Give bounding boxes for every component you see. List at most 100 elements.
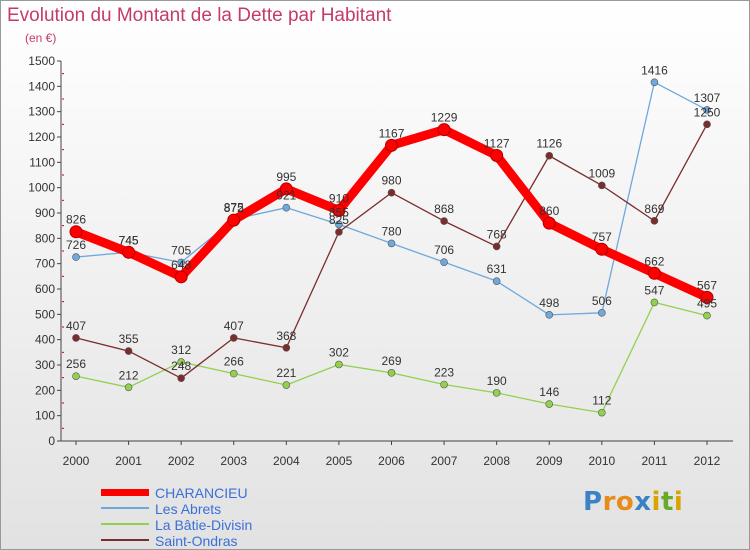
data-label: 631: [487, 262, 507, 276]
y-tick-label: 1300: [28, 105, 55, 119]
data-point: [440, 380, 448, 389]
data-label: 1126: [536, 137, 562, 151]
x-tick-label: 2002: [168, 454, 195, 468]
data-point: [282, 203, 291, 212]
data-label: 921: [276, 189, 296, 203]
logo-letter: t: [660, 487, 674, 517]
data-point: [69, 225, 83, 239]
data-point: [490, 148, 504, 162]
data-label: 768: [487, 227, 507, 241]
data-label: 868: [434, 202, 454, 216]
y-tick-label: 100: [35, 409, 55, 423]
chart-legend: CHARANCIEU Les Abrets La Bâtie-Divisin Sain…: [101, 485, 361, 549]
legend-item: CHARANCIEU: [101, 485, 361, 501]
y-tick-label: 1500: [28, 54, 55, 68]
data-point: [545, 400, 554, 408]
legend-swatch: [101, 523, 149, 525]
x-tick-label: 2009: [536, 454, 563, 468]
legend-item: La Bâtie-Divisin: [101, 517, 361, 533]
data-label: 826: [66, 213, 86, 227]
legend-label: CHARANCIEU: [155, 485, 248, 501]
data-label: 407: [66, 319, 86, 333]
legend-swatch: [101, 539, 149, 541]
data-label: 368: [276, 329, 296, 343]
data-label: 312: [171, 343, 191, 357]
data-label: 1229: [431, 111, 458, 125]
chart-subtitle: (en €): [25, 31, 57, 45]
data-point: [492, 242, 501, 251]
data-label: 212: [119, 368, 139, 382]
data-label: 780: [381, 224, 401, 238]
logo-letter: i: [651, 487, 661, 517]
data-label: 875: [224, 200, 244, 214]
data-point: [650, 217, 659, 225]
data-label: 872: [224, 201, 244, 215]
data-point: [387, 239, 396, 248]
data-label: 1167: [379, 126, 405, 140]
x-tick-label: 2007: [431, 454, 458, 468]
y-tick-label: 400: [35, 333, 55, 347]
data-label: 869: [644, 202, 664, 216]
y-tick-label: 1100: [29, 155, 55, 169]
chart-title: Evolution du Montant de la Dette par Hab…: [7, 5, 392, 26]
data-label: 498: [539, 296, 559, 310]
x-tick-label: 2011: [642, 454, 668, 468]
data-label: 705: [171, 243, 191, 257]
y-tick-label: 600: [35, 282, 55, 296]
data-point: [282, 343, 291, 352]
x-tick-label: 2006: [378, 454, 405, 468]
legend-swatch: [101, 507, 149, 509]
data-point: [595, 242, 609, 256]
logo-letter: o: [615, 487, 635, 517]
data-label: 407: [224, 319, 244, 333]
proxiti-logo: Proxiti: [583, 487, 683, 517]
data-point: [703, 311, 711, 320]
data-label: 1416: [641, 63, 668, 77]
x-tick-label: 2010: [588, 454, 615, 468]
data-point: [124, 347, 133, 355]
data-label: 112: [592, 394, 611, 408]
data-label: 980: [381, 174, 401, 188]
data-point: [332, 203, 346, 217]
data-label: 256: [66, 357, 86, 371]
y-tick-label: 700: [35, 257, 55, 271]
data-point: [177, 358, 185, 366]
data-point: [279, 182, 293, 196]
y-tick-label: 1400: [28, 79, 55, 93]
x-tick-label: 2008: [483, 454, 510, 468]
data-label: 221: [276, 366, 296, 380]
data-point: [437, 123, 451, 137]
data-point: [650, 78, 659, 87]
data-point: [124, 383, 133, 392]
data-label: 1250: [694, 105, 721, 119]
data-point: [72, 253, 80, 261]
data-point: [72, 372, 80, 380]
y-tick-label: 300: [35, 358, 55, 372]
y-tick-label: 0: [48, 434, 55, 448]
data-point: [545, 151, 554, 160]
logo-letter: r: [602, 487, 616, 517]
data-point: [545, 311, 554, 319]
data-label: 355: [119, 332, 139, 346]
logo-letter: P: [583, 487, 603, 517]
data-point: [387, 369, 396, 377]
data-label: 146: [539, 385, 559, 399]
x-tick-label: 2001: [115, 454, 142, 468]
data-label: 302: [329, 345, 349, 359]
data-point: [647, 266, 661, 280]
y-tick-label: 200: [35, 383, 55, 397]
data-label: 190: [487, 374, 507, 388]
data-point: [492, 389, 501, 397]
data-label: 726: [66, 238, 86, 252]
data-label: 745: [119, 233, 139, 247]
logo-letter: i: [673, 487, 684, 517]
y-tick-label: 900: [35, 206, 55, 220]
legend-item: Saint-Ondras: [101, 533, 361, 549]
data-label: 495: [697, 297, 717, 311]
x-tick-label: 2004: [273, 454, 300, 468]
y-tick-label: 1000: [28, 181, 55, 195]
data-point: [703, 120, 711, 129]
legend-label: Saint-Ondras: [155, 533, 238, 549]
data-point: [177, 374, 185, 382]
